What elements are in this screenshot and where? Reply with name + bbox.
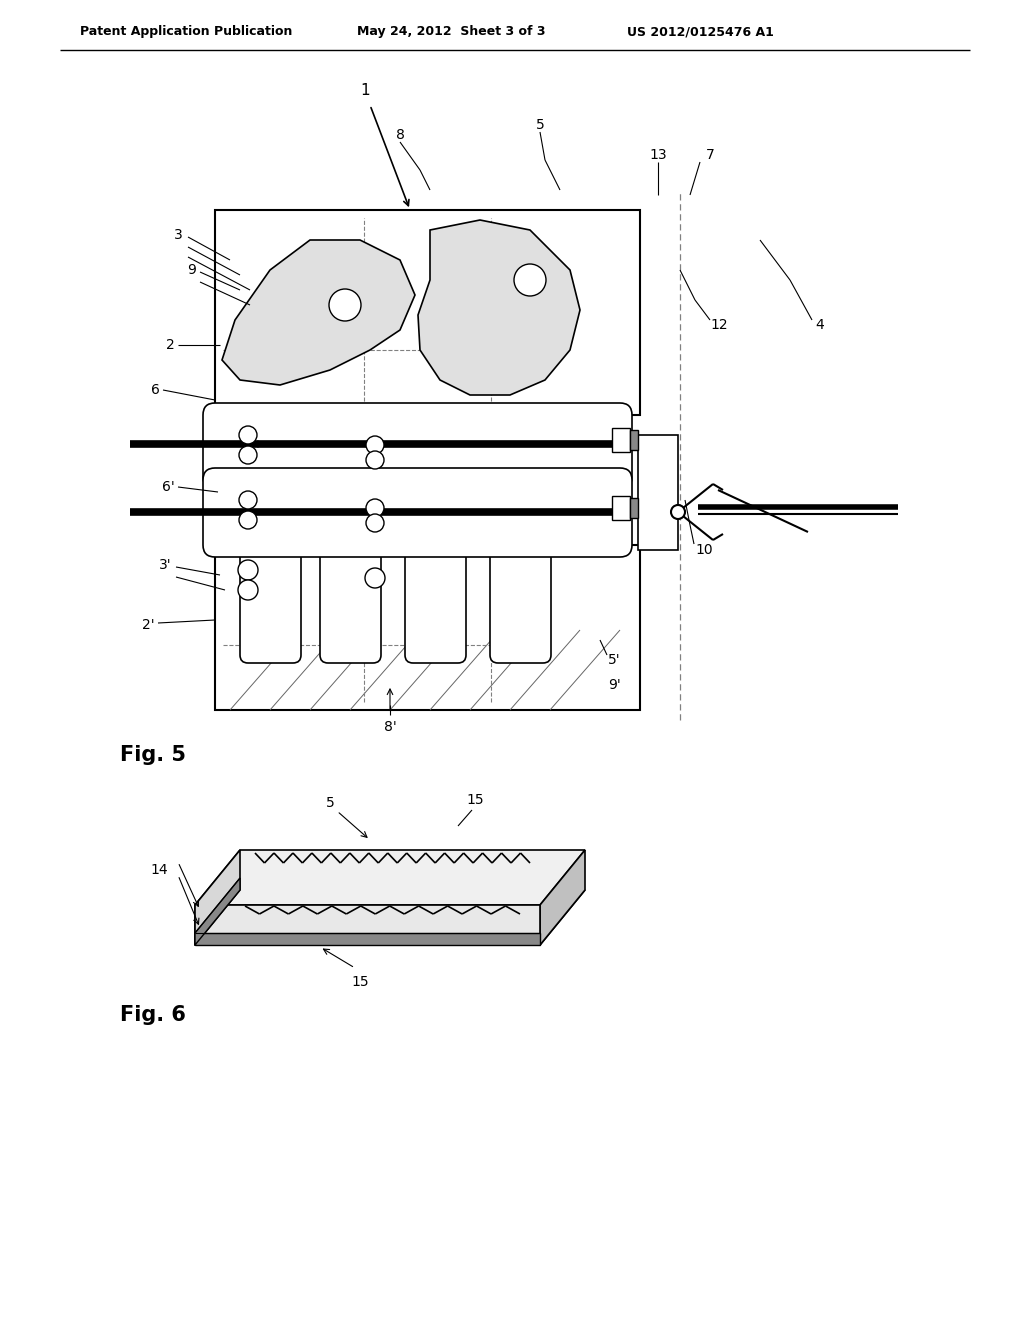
Polygon shape [195, 906, 540, 945]
Text: Fig. 6: Fig. 6 [120, 1005, 186, 1026]
Text: US 2012/0125476 A1: US 2012/0125476 A1 [627, 25, 774, 38]
Text: 2': 2' [142, 618, 155, 632]
Polygon shape [195, 878, 240, 945]
Circle shape [239, 511, 257, 529]
Circle shape [239, 446, 257, 465]
Text: 15: 15 [351, 975, 369, 989]
Text: 6: 6 [152, 383, 160, 397]
FancyBboxPatch shape [203, 403, 632, 488]
Text: 13: 13 [649, 148, 667, 162]
Bar [612, 428, 630, 451]
Bar [215, 545, 640, 710]
Text: 5: 5 [536, 117, 545, 132]
Circle shape [238, 560, 258, 579]
Text: 9': 9' [608, 678, 621, 692]
Text: 8: 8 [395, 128, 404, 143]
Text: 9: 9 [187, 263, 196, 277]
Polygon shape [195, 850, 240, 945]
Text: 7: 7 [706, 148, 715, 162]
Circle shape [366, 499, 384, 517]
Text: 12: 12 [710, 318, 728, 333]
Bar [630, 430, 638, 450]
Text: 3': 3' [160, 558, 172, 572]
Bar [630, 498, 638, 517]
Polygon shape [195, 850, 585, 906]
Text: 4: 4 [815, 318, 823, 333]
Text: 3: 3 [174, 228, 183, 242]
FancyBboxPatch shape [490, 537, 551, 663]
FancyBboxPatch shape [240, 537, 301, 663]
Text: Patent Application Publication: Patent Application Publication [80, 25, 293, 38]
Bar [612, 496, 630, 520]
FancyBboxPatch shape [319, 537, 381, 663]
Text: 1: 1 [360, 83, 370, 98]
Text: 5': 5' [608, 653, 621, 667]
Circle shape [239, 426, 257, 444]
Circle shape [365, 568, 385, 587]
Polygon shape [195, 890, 585, 945]
Polygon shape [222, 240, 415, 385]
Polygon shape [540, 850, 585, 945]
Text: 15: 15 [466, 793, 483, 807]
Circle shape [329, 289, 361, 321]
Bar [215, 210, 640, 414]
Text: 6': 6' [162, 480, 175, 494]
FancyBboxPatch shape [406, 537, 466, 663]
Text: 14: 14 [151, 863, 168, 876]
Circle shape [366, 513, 384, 532]
Circle shape [671, 506, 685, 519]
Text: 10: 10 [695, 543, 713, 557]
Text: May 24, 2012  Sheet 3 of 3: May 24, 2012 Sheet 3 of 3 [357, 25, 546, 38]
Text: 2: 2 [166, 338, 175, 352]
Bar [638, 436, 678, 550]
Text: 5: 5 [326, 796, 335, 810]
Text: Fig. 5: Fig. 5 [120, 744, 186, 766]
Circle shape [366, 451, 384, 469]
Text: 8': 8' [384, 719, 396, 734]
Polygon shape [195, 933, 540, 945]
Circle shape [366, 436, 384, 454]
Circle shape [238, 579, 258, 601]
Circle shape [239, 491, 257, 510]
Polygon shape [418, 220, 580, 395]
FancyBboxPatch shape [203, 469, 632, 557]
Circle shape [514, 264, 546, 296]
